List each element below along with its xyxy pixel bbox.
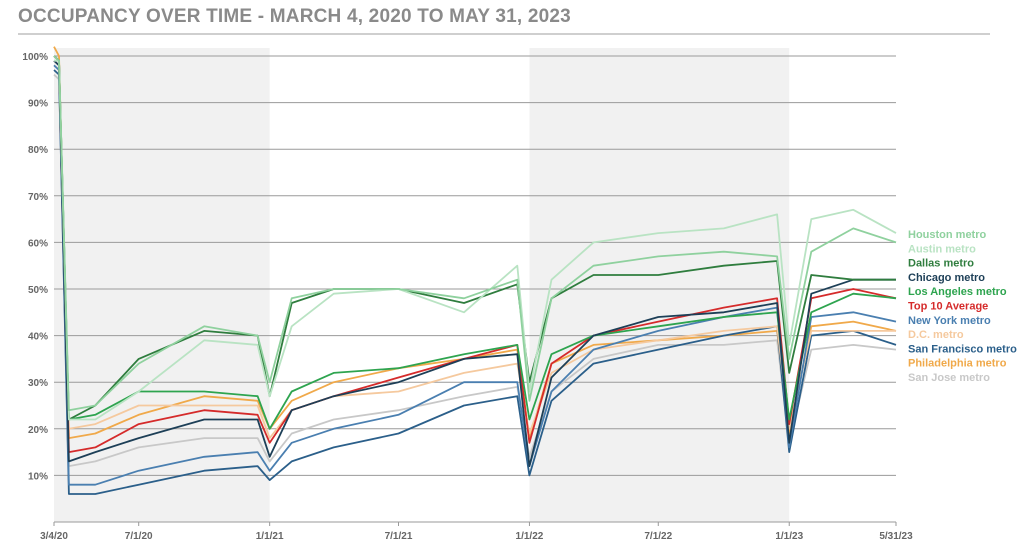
- y-tick-label: 20%: [28, 425, 48, 436]
- x-tick-label: 7/1/22: [644, 531, 672, 542]
- title-divider: [18, 33, 990, 35]
- x-tick-label: 7/1/20: [125, 531, 153, 542]
- y-tick-label: 100%: [22, 52, 48, 63]
- x-tick-label: 7/1/21: [385, 531, 413, 542]
- y-tick-label: 90%: [28, 99, 48, 110]
- legend-item-austin-metro: Austin metro: [908, 243, 976, 255]
- legend-item-san-francisco-metro: San Francisco metro: [908, 343, 1017, 355]
- chart-title: OCCUPANCY OVER TIME - MARCH 4, 2020 TO M…: [18, 6, 571, 27]
- y-tick-label: 40%: [28, 332, 48, 343]
- x-tick-label: 1/1/23: [775, 531, 803, 542]
- year-band: [54, 48, 270, 522]
- y-tick-label: 10%: [28, 471, 48, 482]
- x-tick-label: 1/1/21: [256, 531, 284, 542]
- legend-item-dallas-metro: Dallas metro: [908, 258, 974, 270]
- legend-item-san-jose-metro: San Jose metro: [908, 372, 990, 384]
- legend-item-d-c-metro: D.C. metro: [908, 329, 964, 341]
- series-line-austin-metro: [54, 59, 897, 421]
- legend-item-philadelphia-metro: Philadelphia metro: [908, 358, 1007, 370]
- x-tick-label: 3/4/20: [40, 531, 68, 542]
- y-tick-label: 70%: [28, 192, 48, 203]
- year-band: [529, 48, 790, 522]
- y-tick-label: 60%: [28, 238, 48, 249]
- series-line-san-francisco-metro: [53, 69, 897, 495]
- series-line-dallas-metro: [53, 55, 896, 421]
- series-line-houston-metro: [53, 55, 897, 412]
- legend-item-new-york-metro: New York metro: [908, 315, 991, 327]
- y-tick-label: 30%: [28, 378, 48, 389]
- legend-item-top-10-average: Top 10 Average: [908, 301, 988, 313]
- legend-item-houston-metro: Houston metro: [908, 229, 987, 241]
- x-tick-label: 5/31/23: [879, 531, 913, 542]
- series-line-chicago-metro: [53, 60, 896, 468]
- y-tick-label: 50%: [28, 285, 48, 296]
- x-tick-label: 1/1/22: [516, 531, 544, 542]
- y-tick-label: 80%: [28, 145, 48, 156]
- legend-item-chicago-metro: Chicago metro: [908, 272, 985, 284]
- legend-item-los-angeles-metro: Los Angeles metro: [908, 286, 1007, 298]
